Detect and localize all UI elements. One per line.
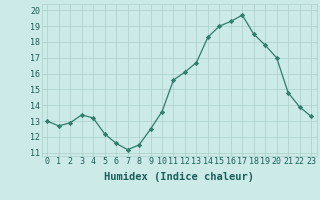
X-axis label: Humidex (Indice chaleur): Humidex (Indice chaleur) [104,172,254,182]
